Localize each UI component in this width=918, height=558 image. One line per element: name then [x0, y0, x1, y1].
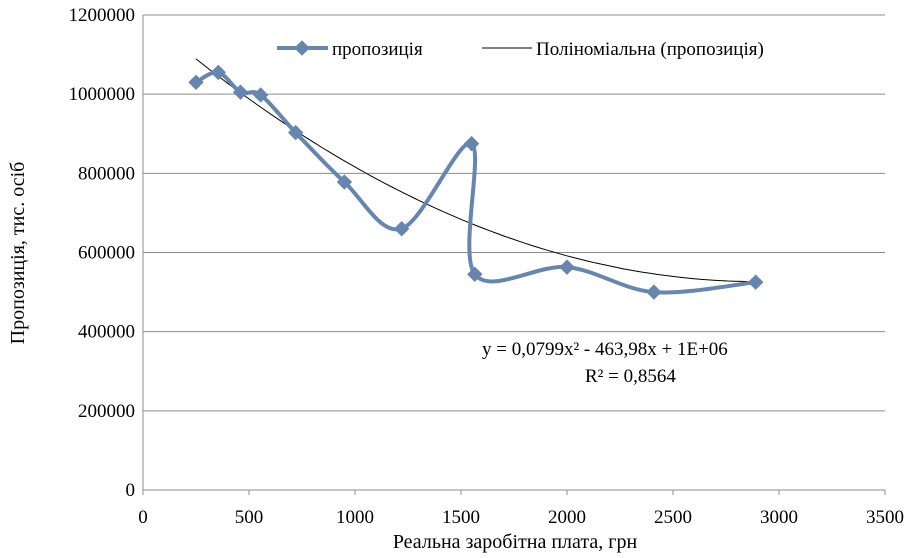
x-tick-label: 3000 — [760, 507, 798, 528]
data-point — [287, 124, 304, 141]
y-tick-label: 0 — [126, 480, 136, 501]
data-point — [232, 84, 249, 100]
x-tick-label: 1000 — [336, 507, 374, 528]
y-tick-label: 1000000 — [69, 84, 136, 105]
x-tick-label: 1500 — [442, 507, 480, 528]
data-point — [252, 87, 269, 103]
legend-series-marker — [294, 40, 310, 56]
x-tick-label: 2500 — [654, 507, 692, 528]
data-point — [336, 174, 353, 190]
legend-series-label: пропозиція — [332, 39, 423, 60]
series-layer — [188, 64, 764, 300]
x-tick-label: 0 — [138, 507, 148, 528]
data-point — [646, 284, 662, 300]
y-tick-label: 600000 — [78, 243, 135, 264]
tick-labels: 0 200000 400000 600000 800000 1000000 1200000 0… — [69, 5, 905, 528]
y-tick-label: 400000 — [78, 322, 135, 343]
x-tick-label: 500 — [235, 507, 264, 528]
x-tick-label: 3500 — [866, 507, 904, 528]
data-point — [559, 259, 575, 275]
trendline-equation: y = 0,0799x² - 463,98x + 1E+06 — [482, 339, 728, 360]
y-tick-label: 800000 — [78, 163, 135, 184]
data-point — [393, 221, 410, 237]
y-tick-label: 1200000 — [69, 5, 136, 26]
legend: пропозиція Поліноміальна (пропозиція) — [277, 39, 764, 60]
data-point — [210, 64, 226, 81]
x-axis-title: Реальна заробітна плата, грн — [393, 531, 638, 553]
legend-trendline-label: Поліноміальна (пропозиція) — [536, 39, 764, 60]
series-line — [195, 70, 756, 295]
data-point — [747, 274, 764, 290]
data-point — [188, 74, 204, 90]
y-tick-label: 200000 — [78, 401, 135, 422]
trendline-r-squared: R² = 0,8564 — [585, 366, 676, 387]
x-tick-label: 2000 — [548, 507, 586, 528]
data-point — [463, 135, 480, 152]
axes — [142, 15, 886, 495]
y-axis-title: Пропозиція, тис. осіб — [7, 162, 29, 345]
data-point — [467, 266, 483, 282]
